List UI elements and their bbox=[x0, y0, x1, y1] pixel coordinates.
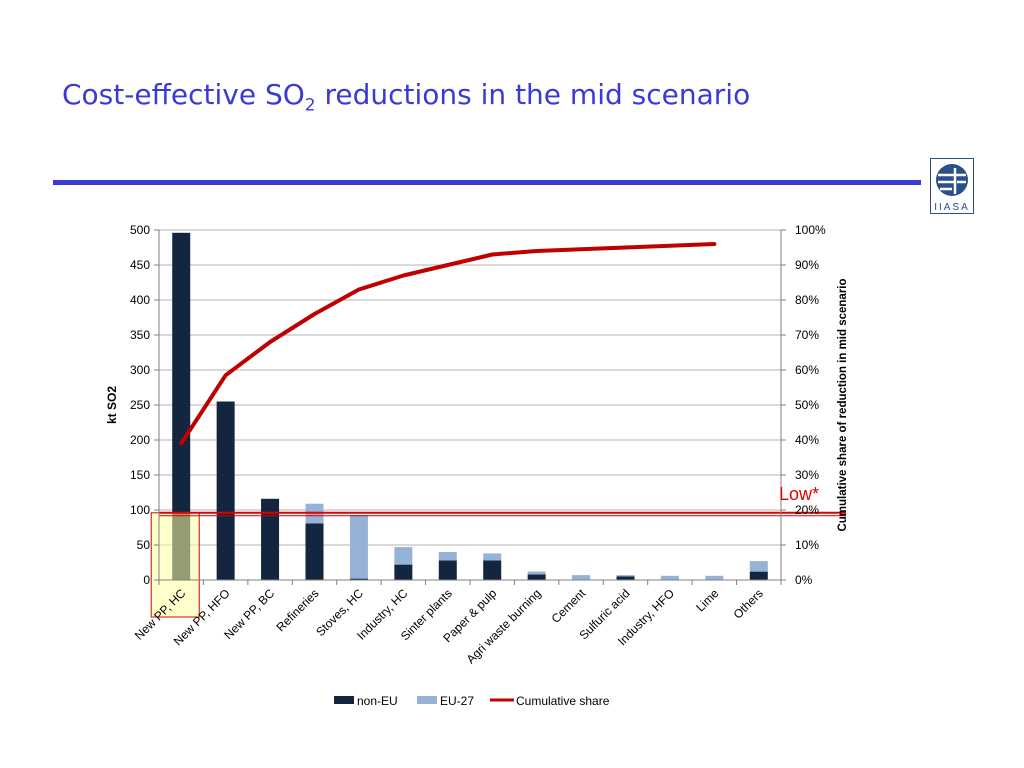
bar-eu27-9 bbox=[572, 575, 591, 580]
bar-eu27-5 bbox=[394, 547, 413, 565]
y2-tick-label: 50% bbox=[795, 398, 819, 412]
legend-swatch-non-eu bbox=[334, 696, 354, 704]
bar-non-eu-10 bbox=[616, 576, 635, 580]
bar-non-eu-7 bbox=[483, 560, 502, 580]
y-tick-label: 0 bbox=[143, 573, 150, 587]
bar-non-eu-3 bbox=[305, 523, 324, 580]
bar-eu27-8 bbox=[527, 571, 546, 575]
bar-non-eu-2 bbox=[261, 498, 280, 580]
bar-non-eu-1 bbox=[216, 401, 235, 580]
y-tick-label: 150 bbox=[130, 468, 150, 482]
bar-non-eu-0 bbox=[172, 232, 191, 581]
y-tick-label: 450 bbox=[130, 258, 150, 272]
x-tick-label: Others bbox=[731, 586, 766, 621]
bar-non-eu-6 bbox=[438, 560, 457, 580]
y2-tick-label: 70% bbox=[795, 328, 819, 342]
axes bbox=[154, 229, 786, 585]
legend-label-non-eu: non-EU bbox=[357, 694, 398, 708]
y2-tick-label: 0% bbox=[795, 573, 813, 587]
bar-eu27-4 bbox=[349, 514, 368, 579]
y-tick-label: 400 bbox=[130, 293, 150, 307]
y2-tick-labels: 0% 10% 20% 30% 40% 50% 60% 70% 80% 90% 100% bbox=[795, 223, 826, 587]
y-tick-label: 350 bbox=[130, 328, 150, 342]
y2-tick-label: 60% bbox=[795, 363, 819, 377]
iiasa-globe-icon: IIASA bbox=[930, 158, 974, 214]
y2-tick-label: 40% bbox=[795, 433, 819, 447]
y-tick-labels: 0 50 100 150 200 250 300 350 400 450 500 bbox=[130, 223, 150, 587]
bar-eu27-7 bbox=[483, 553, 502, 561]
x-tick-label: Cement bbox=[549, 586, 589, 626]
y2-tick-label: 10% bbox=[795, 538, 819, 552]
y-tick-label: 250 bbox=[130, 398, 150, 412]
bar-non-eu-4 bbox=[349, 578, 368, 580]
bar-eu27-12 bbox=[705, 575, 724, 580]
cumulative-line-group bbox=[179, 242, 717, 446]
bar-non-eu-5 bbox=[394, 564, 413, 580]
title-divider bbox=[53, 180, 921, 185]
y-tick-label: 200 bbox=[130, 433, 150, 447]
bar-eu27-11 bbox=[660, 575, 679, 580]
y-tick-label: 300 bbox=[130, 363, 150, 377]
x-tick-label: Lime bbox=[693, 586, 722, 615]
y-tick-label: 500 bbox=[130, 223, 150, 237]
bar-eu27-13 bbox=[749, 561, 768, 572]
y2-axis-title: Cumulative share of reduction in mid sce… bbox=[837, 278, 849, 531]
bar-eu27-6 bbox=[438, 552, 457, 561]
y-axis-title: kt SO2 bbox=[105, 386, 119, 424]
y2-tick-label: 30% bbox=[795, 468, 819, 482]
y-tick-label: 100 bbox=[130, 503, 150, 517]
bar-non-eu-13 bbox=[749, 571, 768, 580]
legend-swatch-eu27 bbox=[417, 696, 437, 704]
y2-tick-label: 90% bbox=[795, 258, 819, 272]
y2-tick-label: 20% bbox=[795, 503, 819, 517]
cumulative-share-line bbox=[179, 242, 717, 446]
legend-label-cumulative: Cumulative share bbox=[516, 694, 610, 708]
y-tick-label: 50 bbox=[137, 538, 151, 552]
grid-lines bbox=[159, 229, 781, 546]
low-annotation: Low* bbox=[779, 484, 819, 504]
legend: non-EU EU-27 Cumulative share bbox=[334, 694, 610, 708]
y2-tick-label: 80% bbox=[795, 293, 819, 307]
bar-eu27-10 bbox=[616, 575, 635, 577]
x-tick-label: Agri waste burning bbox=[464, 586, 544, 666]
logo-text: IIASA bbox=[934, 202, 970, 213]
legend-label-eu27: EU-27 bbox=[440, 694, 474, 708]
y2-tick-label: 100% bbox=[795, 223, 826, 237]
bar-non-eu-8 bbox=[527, 574, 546, 580]
bars bbox=[172, 232, 768, 581]
slide-title: Cost-effective SO2 reductions in the mid… bbox=[62, 78, 751, 116]
